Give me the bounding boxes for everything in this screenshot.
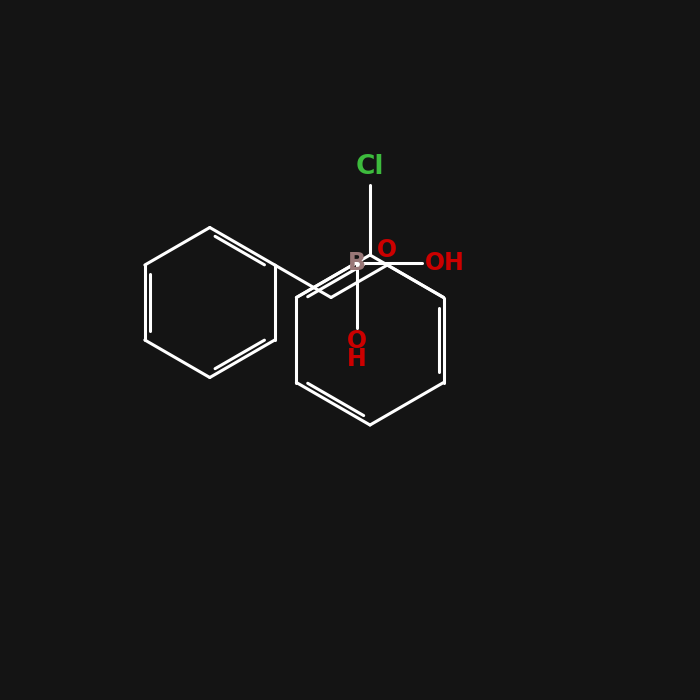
Text: H: H (347, 347, 367, 372)
Text: O: O (377, 238, 398, 262)
Text: Cl: Cl (356, 154, 384, 180)
Text: O: O (347, 330, 367, 354)
Text: B: B (348, 251, 366, 274)
Text: OH: OH (425, 251, 465, 274)
